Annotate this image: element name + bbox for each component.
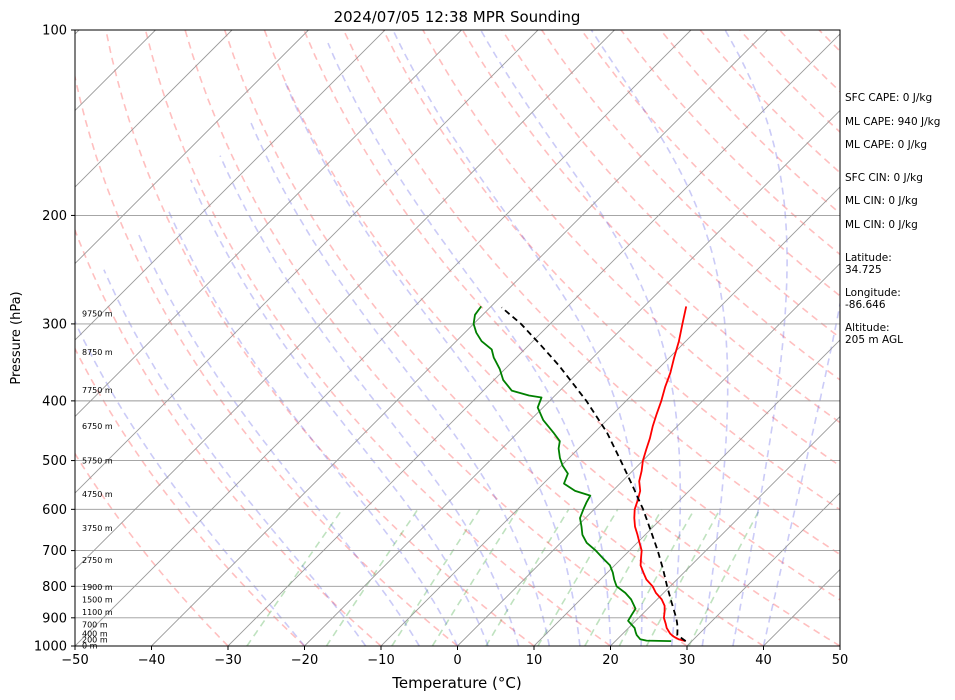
height-label: 4750 m [82,490,113,499]
moist-adiabat-line [392,30,643,646]
moist-adiabat-line [724,30,788,646]
x-tick-label: 20 [602,653,619,668]
isotherm-line [75,30,462,418]
isotherm-line [75,30,386,341]
dry-adiabat-line [105,30,535,646]
isotherm-line [304,109,840,646]
x-axis-label: Temperature (°C) [391,674,521,692]
latitude-text: Latitude: 34.725 [845,252,892,276]
ml-cin-text-2: ML CIN: 0 J/kg [845,219,918,231]
height-label: 7750 m [82,386,113,395]
dry-adiabat-line [75,347,306,646]
moist-adiabat-line [189,179,489,646]
y-tick-label: 800 [42,580,67,595]
dry-adiabat-line [223,30,764,646]
height-label: 200 m [82,636,108,645]
dry-adiabat-line [75,73,459,646]
dry-adiabat-line [263,30,840,646]
y-tick-label: 700 [42,544,67,559]
dry-adiabat-line [75,452,229,646]
sounding-stats-panel: SFC CAPE: 0 J/kg ML CAPE: 940 J/kg ML CA… [845,0,953,700]
dry-adiabat-line [501,30,840,381]
moist-adiabat-line [249,119,551,646]
height-label: 5750 m [82,457,113,466]
x-tick-label: −50 [61,653,88,668]
height-label: 9750 m [82,309,113,318]
ml-cin-text: ML CIN: 0 J/kg [845,195,918,207]
height-label: 6750 m [82,422,113,431]
y-tick-label: 400 [42,394,67,409]
height-label: 400 m [82,630,108,639]
sfc-cin-text: SFC CIN: 0 J/kg [845,172,923,184]
moist-adiabat-line [480,30,682,646]
moist-adiabat-line [590,30,729,646]
mixing-ratio-line [645,508,721,646]
x-tick-label: −10 [367,653,394,668]
dewpoint-profile-line [472,305,672,642]
dry-adiabat-line [184,30,688,646]
dry-adiabat-line [144,30,611,646]
y-tick-label: 100 [42,24,67,39]
sfc-cape-text: SFC CAPE: 0 J/kg [845,92,933,104]
y-tick-label: 600 [42,503,67,518]
x-tick-label: 50 [832,653,849,668]
mixing-ratio-line [485,508,570,646]
altitude-text: Altitude: 205 m AGL [845,322,903,346]
isotherm-line [75,30,309,265]
height-label: 1100 m [82,608,113,617]
x-tick-label: 0 [453,653,461,668]
ml-cape-text-2: ML CAPE: 0 J/kg [845,139,928,151]
parcel-profile-line [501,306,687,642]
ml-cape-text: ML CAPE: 940 J/kg [845,116,941,128]
moist-adiabat-line [166,208,459,646]
height-label: 1900 m [82,583,113,592]
x-tick-label: 30 [679,653,696,668]
isotherm-line [380,186,840,646]
moist-adiabat-line [282,78,581,646]
moist-adiabat-line [103,269,367,646]
x-tick-label: 10 [526,653,543,668]
isotherm-line [75,30,615,571]
mixing-ratio-line [584,508,663,646]
height-label: 1500 m [82,595,113,604]
isotherm-line [610,415,840,646]
height-label: 3750 m [82,524,113,533]
isotherm-line [75,30,539,494]
x-tick-label: −40 [138,653,165,668]
chart-title: 2024/07/05 12:38 MPR Sounding [334,8,581,26]
dry-adiabat-line [75,228,382,646]
isotherm-line [457,262,840,646]
moist-adiabat-line [219,155,520,646]
mixing-ratio-line [618,508,695,646]
longitude-text: Longitude: -86.646 [845,287,901,311]
y-tick-label: 300 [42,317,67,332]
isotherm-line [75,30,692,646]
isotherm-line [75,30,233,188]
isotherm-line [151,30,768,646]
moist-adiabat-line [327,42,612,646]
x-tick-label: −20 [291,653,318,668]
y-tick-label: 900 [42,611,67,626]
moist-adiabat-line [138,234,420,646]
y-tick-label: 500 [42,454,67,469]
isotherm-line [227,33,840,646]
y-tick-label: 200 [42,209,67,224]
x-tick-label: −30 [214,653,241,668]
mixing-ratio-line [537,508,619,646]
height-label: 8750 m [82,348,113,357]
y-axis-label: Pressure (hPa) [9,291,24,384]
isotherm-line [533,339,840,646]
dry-adiabat-line [342,30,840,556]
y-tick-label: 1000 [34,640,67,655]
dry-adiabat-line [303,30,840,601]
x-tick-label: 40 [755,653,772,668]
height-label: 700 m [82,620,108,629]
temperature-profile-line [633,306,688,642]
height-label: 2750 m [82,556,113,565]
dry-adiabat-line [461,30,840,424]
isotherm-line [686,492,840,646]
